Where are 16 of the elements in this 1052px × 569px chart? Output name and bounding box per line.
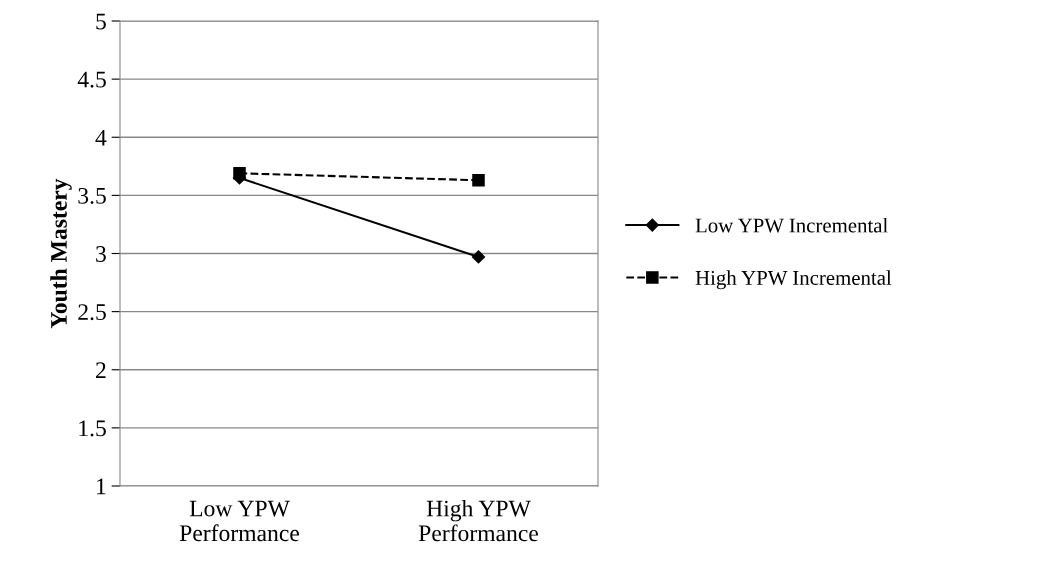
x-tick-label: High YPW Performance	[418, 499, 538, 542]
legend-label: High YPW Incremental	[695, 270, 892, 290]
y-tick-label: 5	[96, 13, 106, 30]
y-tick-label: 3.5	[78, 187, 106, 204]
x-tick-label: Low YPW Performance	[179, 500, 299, 542]
y-tick-label: 1	[97, 478, 106, 495]
y-tick-label: 4.5	[77, 71, 106, 88]
y-tick-label: 4	[95, 129, 107, 146]
point	[472, 174, 485, 187]
y-tick-label: 2.5	[78, 304, 106, 321]
y-tick-label: 3	[96, 246, 106, 262]
y-tick-label: 1.5	[79, 420, 106, 437]
y-tick-label: 2	[96, 362, 106, 378]
point	[471, 250, 486, 264]
y-axis-title: Youth Mastery	[50, 178, 72, 329]
legend-label: Low YPW Incremental	[695, 217, 888, 233]
